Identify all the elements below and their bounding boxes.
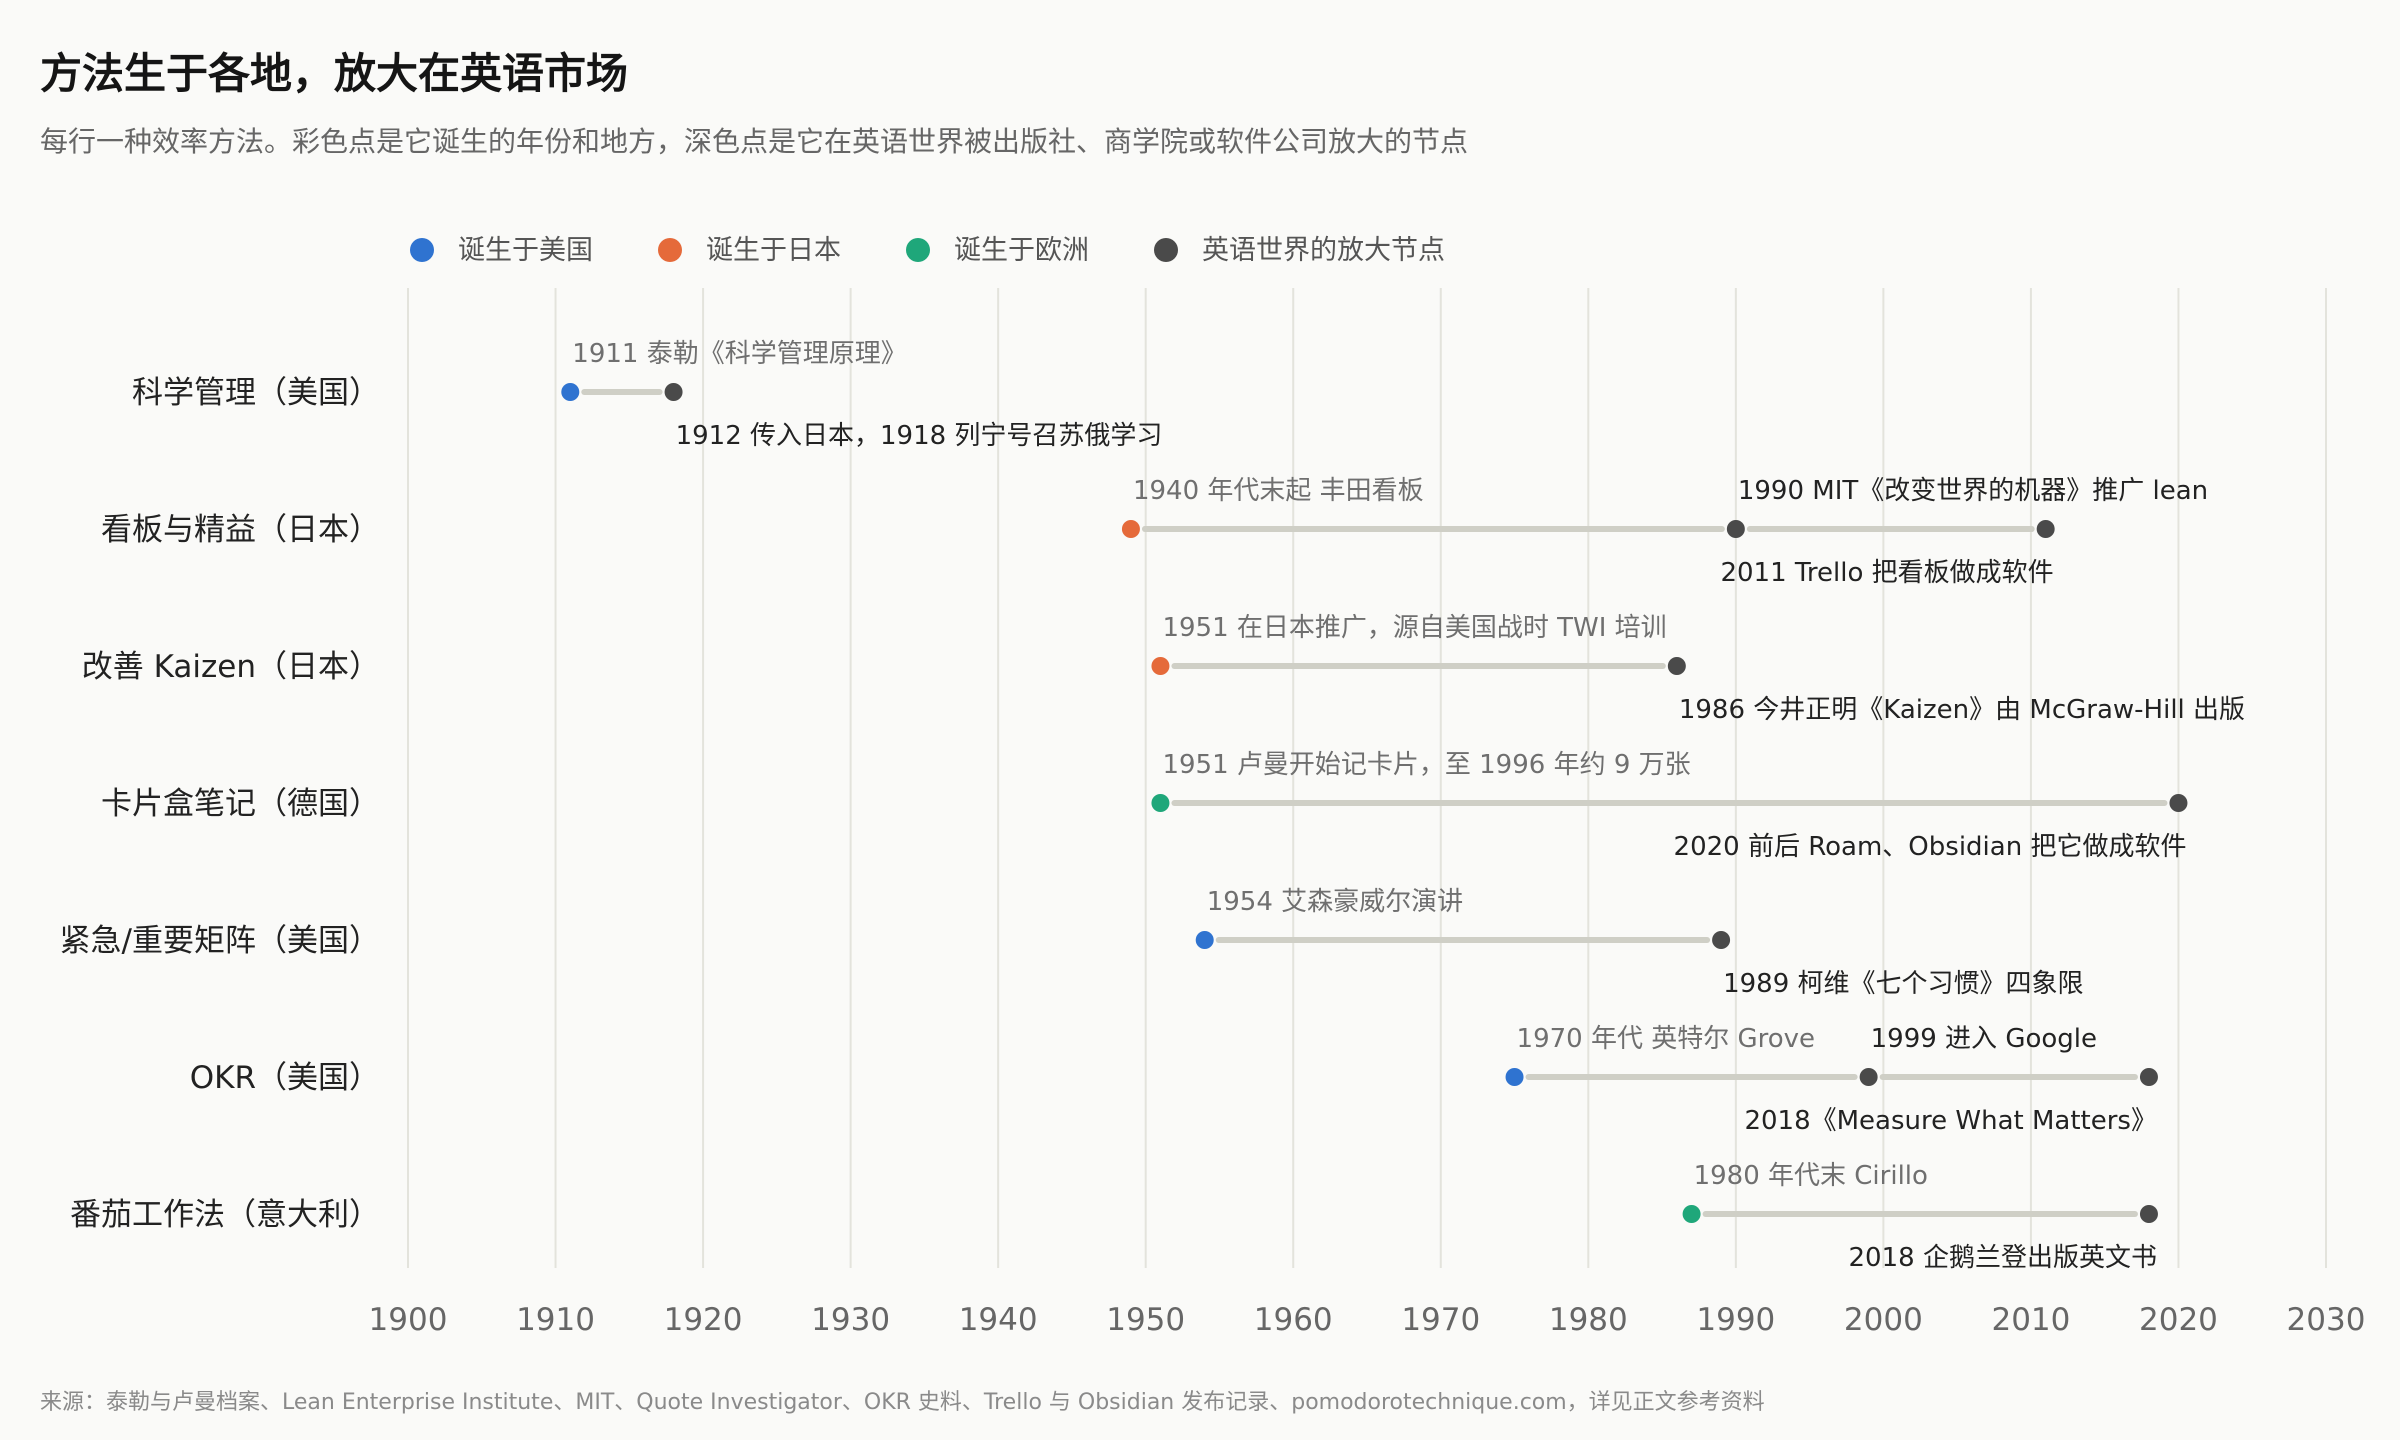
origin-dot xyxy=(1195,931,1214,949)
legend-marker-europe xyxy=(906,238,930,262)
legend-label-japan: 诞生于日本 xyxy=(706,235,841,266)
x-tick-label-2000: 2000 xyxy=(1844,1302,1923,1338)
amplification-dot xyxy=(664,383,683,401)
x-tick-label-1920: 1920 xyxy=(664,1302,743,1338)
row-label: 看板与精益（日本） xyxy=(101,512,380,548)
amplification-dot xyxy=(1726,520,1745,538)
amplification-note: 2011 Trello 把看板做成软件 xyxy=(1720,558,2053,588)
amplification-note: 1912 传入日本，1918 列宁号召苏俄学习 xyxy=(676,421,1163,451)
x-tick-label-1970: 1970 xyxy=(1401,1302,1480,1338)
chart-row: 科学管理（美国） 1911 泰勒《科学管理原理》 1912 传入日本，1918 列宁… xyxy=(132,339,1162,451)
x-tick-label-1940: 1940 xyxy=(959,1302,1038,1338)
origin-note: 1970 年代 英特尔 Grove xyxy=(1517,1024,1816,1054)
origin-note: 1954 艾森豪威尔演讲 xyxy=(1207,887,1463,917)
origin-note: 1980 年代末 Cirillo xyxy=(1694,1161,1928,1191)
row-label: 紧急/重要矩阵（美国） xyxy=(60,923,380,959)
chart-row: 番茄工作法（意大利） 1980 年代末 Cirillo 2018 企鹅兰登出版英文书 xyxy=(70,1161,2158,1273)
amplification-note: 1990 MIT《改变世界的机器》推广 lean xyxy=(1738,476,2208,506)
chart-row: OKR（美国） 1970 年代 英特尔 Grove 1999 进入 Google 20… xyxy=(190,1024,2158,1136)
origin-note: 1911 泰勒《科学管理原理》 xyxy=(572,339,906,369)
origin-dot xyxy=(1151,794,1170,812)
legend-marker-japan xyxy=(658,238,682,262)
x-tick-label-1910: 1910 xyxy=(516,1302,595,1338)
amplification-note: 1986 今井正明《Kaizen》由 McGraw-Hill 出版 xyxy=(1679,695,2245,725)
legend-label-amplify: 英语世界的放大节点 xyxy=(1202,235,1445,266)
legend-marker-usa xyxy=(410,238,434,262)
row-label: 科学管理（美国） xyxy=(132,375,380,411)
amplification-note: 1989 柯维《七个习惯》四象限 xyxy=(1723,969,2083,999)
origin-dot xyxy=(1505,1068,1524,1086)
origin-dot xyxy=(1682,1205,1701,1223)
x-tick-label-1950: 1950 xyxy=(1106,1302,1185,1338)
legend-label-usa: 诞生于美国 xyxy=(458,235,593,266)
origin-note: 1951 在日本推广，源自美国战时 TWI 培训 xyxy=(1162,613,1666,643)
row-label: 番茄工作法（意大利） xyxy=(70,1197,380,1233)
amplification-note: 2020 前后 Roam、Obsidian 把它做成软件 xyxy=(1674,832,2187,862)
origin-dot xyxy=(1151,657,1170,675)
amplification-dot xyxy=(2139,1068,2158,1086)
chart-subtitle: 每行一种效率方法。彩色点是它诞生的年份和地方，深色点是它在英语世界被出版社、商学… xyxy=(40,125,1469,158)
amplification-note: 2018《Measure What Matters》 xyxy=(1744,1106,2157,1136)
legend: 诞生于美国 诞生于日本 诞生于欧洲 英语世界的放大节点 xyxy=(410,235,1445,266)
origin-note: 1951 卢曼开始记卡片，至 1996 年约 9 万张 xyxy=(1162,750,1690,780)
amplification-dot xyxy=(2139,1205,2158,1223)
x-tick-label-1930: 1930 xyxy=(811,1302,890,1338)
origin-dot xyxy=(1121,520,1140,538)
x-tick-label-2020: 2020 xyxy=(2139,1302,2218,1338)
amplification-dot xyxy=(2036,520,2055,538)
x-tick-label-1990: 1990 xyxy=(1696,1302,1775,1338)
legend-marker-amplify xyxy=(1154,238,1178,262)
x-axis: 1900 1910 1920 1930 1940 1950 1960 1970 1980 1990… xyxy=(369,1302,2366,1338)
x-tick-label-1960: 1960 xyxy=(1254,1302,1333,1338)
row-label: 卡片盒笔记（德国） xyxy=(101,786,380,822)
amplification-dot xyxy=(2169,794,2188,812)
legend-label-europe: 诞生于欧洲 xyxy=(954,235,1089,266)
source-note: 来源：泰勒与卢曼档案、Lean Enterprise Institute、MIT… xyxy=(40,1390,1765,1415)
grid-lines xyxy=(407,288,2327,1268)
row-label: OKR（美国） xyxy=(190,1060,380,1096)
x-tick-label-2010: 2010 xyxy=(1991,1302,2070,1338)
chart-rows: 科学管理（美国） 1911 泰勒《科学管理原理》 1912 传入日本，1918 列宁… xyxy=(60,339,2245,1273)
row-label: 改善 Kaizen（日本） xyxy=(82,649,380,685)
chart-row: 看板与精益（日本） 1940 年代末起 丰田看板 1990 MIT《改变世界的机器》… xyxy=(101,476,2208,588)
chart-row: 卡片盒笔记（德国） 1951 卢曼开始记卡片，至 1996 年约 9 万张 2020… xyxy=(101,750,2188,862)
origin-dot xyxy=(561,383,580,401)
chart-row: 紧急/重要矩阵（美国） 1954 艾森豪威尔演讲 1989 柯维《七个习惯》四象限 xyxy=(60,887,2084,999)
chart-title: 方法生于各地，放大在英语市场 xyxy=(40,49,629,98)
chart-row: 改善 Kaizen（日本） 1951 在日本推广，源自美国战时 TWI 培训 198… xyxy=(82,613,2245,725)
amplification-note: 1999 进入 Google xyxy=(1871,1024,2097,1054)
x-tick-label-1980: 1980 xyxy=(1549,1302,1628,1338)
amplification-dot xyxy=(1712,931,1731,949)
amplification-note: 2018 企鹅兰登出版英文书 xyxy=(1849,1243,2157,1273)
x-tick-label-1900: 1900 xyxy=(369,1302,448,1338)
x-tick-label-2030: 2030 xyxy=(2287,1302,2366,1338)
origin-note: 1940 年代末起 丰田看板 xyxy=(1133,476,1424,506)
amplification-dot xyxy=(1859,1068,1878,1086)
amplification-dot xyxy=(1667,657,1686,675)
